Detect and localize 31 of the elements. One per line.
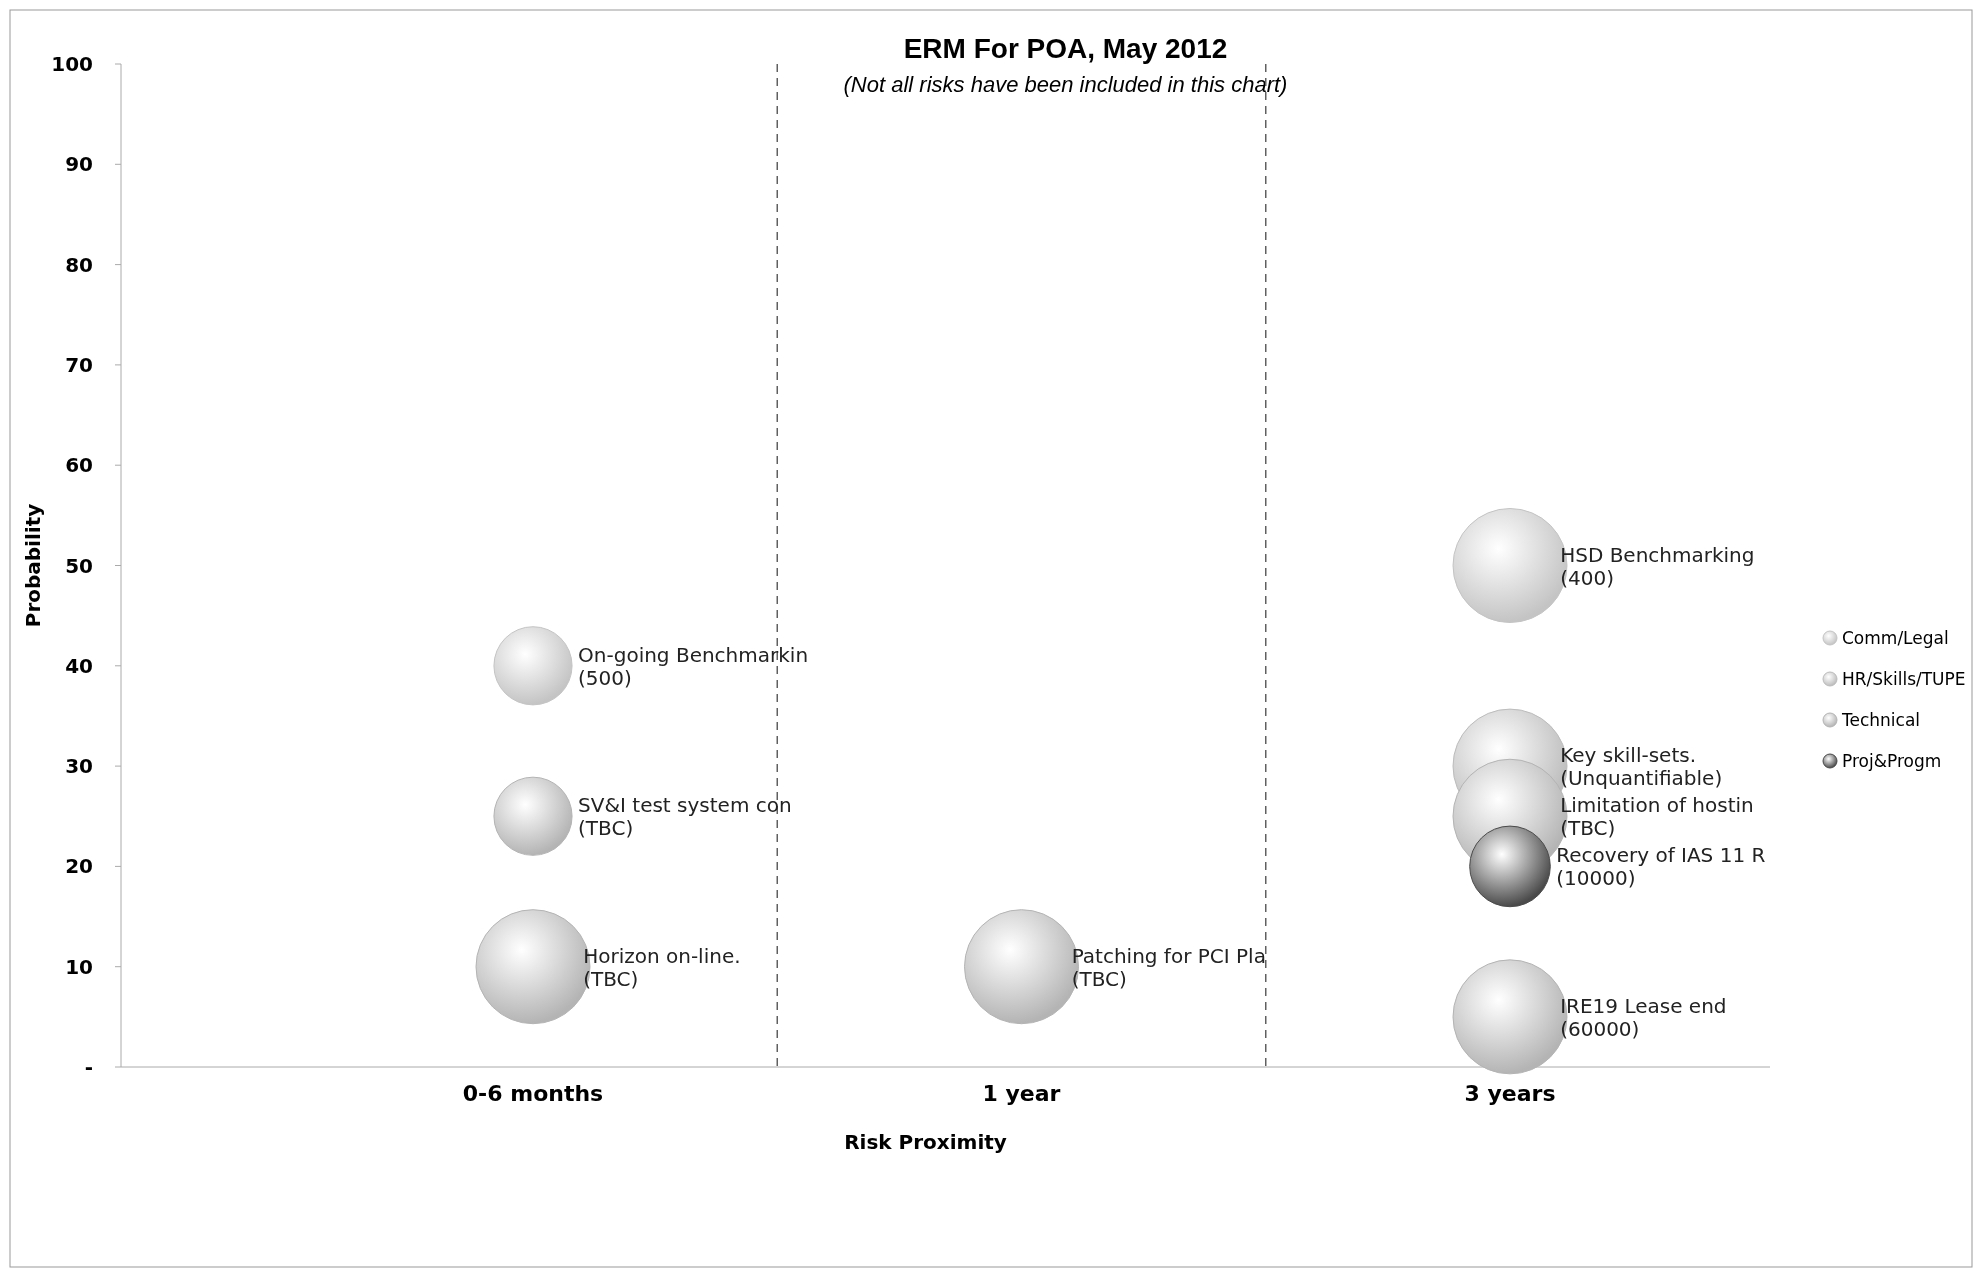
chart-title: ERM For POA, May 2012: [903, 33, 1228, 64]
y-tick-label: 50: [65, 553, 93, 578]
legend-label: Technical: [1841, 710, 1921, 730]
annotation: Key skill-sets. (Unquantifiable): [1560, 743, 1723, 791]
annotation: On-going Benchmarkin (500): [578, 642, 809, 690]
chart-subtitle: (Not all risks have been included in this chart): [843, 72, 1288, 97]
annotation: Limitation of hostin (TBC): [1560, 793, 1754, 841]
legend-label: Comm/Legal: [1842, 628, 1949, 648]
legend-label: Proj&Progm: [1842, 751, 1942, 771]
y-tick-label: -: [84, 1055, 93, 1079]
annotation: IRE19 Lease end (60000): [1560, 993, 1727, 1041]
annotation: SV&I test system con (TBC): [578, 793, 792, 841]
y-tick-label: 40: [65, 653, 93, 678]
annotation: Horizon on-line. (TBC): [583, 943, 741, 991]
x-tick-label: 3 years: [1464, 1081, 1556, 1106]
legend-label: HR/Skills/TUPE: [1842, 669, 1966, 689]
y-tick-label: 20: [65, 854, 93, 879]
y-tick-label: 80: [65, 252, 93, 277]
y-tick-label: 60: [65, 453, 93, 478]
x-tick-label: 1 year: [982, 1081, 1061, 1106]
annotation: Recovery of IAS 11 R (10000): [1556, 843, 1766, 891]
annotation: Patching for PCI Pla (TBC): [1071, 943, 1266, 991]
y-tick-label: 70: [65, 352, 93, 377]
y-tick-label: 10: [65, 954, 93, 979]
x-tick-label: 0-6 months: [462, 1081, 604, 1106]
y-tick-label: 30: [65, 754, 93, 779]
y-tick-label: 100: [51, 52, 93, 76]
x-axis-title: Risk Proximity: [844, 1130, 1007, 1154]
annotation: HSD Benchmarking (400): [1560, 542, 1755, 590]
y-axis-title: Probability: [21, 503, 45, 628]
y-tick-label: 90: [65, 152, 93, 177]
